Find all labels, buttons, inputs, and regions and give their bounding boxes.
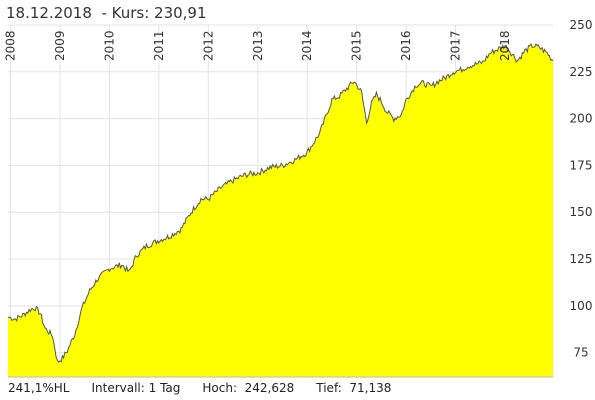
x-tick-label: 2014 [300, 30, 314, 61]
high-label: Hoch: 242,628 [202, 381, 295, 395]
y-tick-label: 75 [573, 346, 588, 360]
y-tick-label: 175 [570, 158, 593, 172]
y-tick-label: 200 [570, 112, 593, 126]
x-tick-label: 2010 [102, 30, 116, 61]
price-line [7, 42, 554, 363]
chart-footer: 241,1%HL Intervall: 1 Tag Hoch: 242,628 Tie… [8, 381, 413, 395]
date-label: 18.12.2018 [6, 4, 92, 22]
performance-label: 241,1%HL [8, 381, 70, 395]
price-value: 230,91 [154, 4, 207, 22]
x-tick-label: 2013 [251, 30, 265, 61]
x-tick-label: 2008 [3, 30, 17, 61]
x-tick-label: 2009 [53, 30, 67, 61]
x-tick-label: 2018 [498, 30, 512, 61]
y-tick-labels: 75 100 125 150 175 200 225 250 [570, 18, 593, 360]
y-tick-label: 225 [570, 65, 593, 79]
low-label: Tief: 71,138 [316, 381, 392, 395]
x-tick-label: 2011 [152, 30, 166, 61]
x-tick-labels: 2008 2009 2010 2011 2012 2013 2014 2015 2016 2017… [3, 30, 512, 61]
chart-header: 18.12.2018 - Kurs: 230,91 [6, 4, 207, 22]
interval-label: Intervall: 1 Tag [91, 381, 181, 395]
x-tick-label: 2016 [399, 30, 413, 61]
y-tick-label: 150 [570, 205, 593, 219]
y-tick-label: 125 [570, 252, 593, 266]
y-tick-label: 250 [570, 18, 593, 32]
y-tick-label: 100 [570, 299, 593, 313]
x-tick-label: 2012 [201, 30, 215, 61]
price-label: - Kurs: [101, 4, 150, 22]
x-tick-label: 2017 [449, 30, 463, 61]
x-tick-label: 2015 [350, 30, 364, 61]
price-area [8, 44, 553, 377]
